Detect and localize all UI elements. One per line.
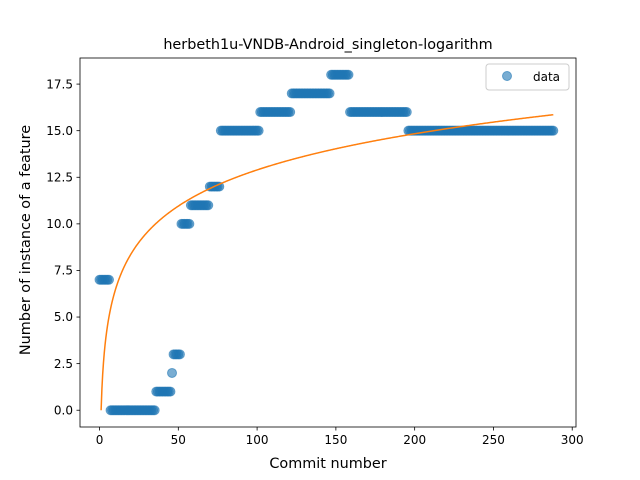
data-point xyxy=(185,219,194,228)
data-point xyxy=(168,368,177,377)
data-point xyxy=(549,126,558,135)
data-point xyxy=(286,108,295,117)
y-tick-label: 15.0 xyxy=(46,124,73,138)
x-tick-label: 200 xyxy=(403,433,426,447)
legend: data xyxy=(486,64,569,90)
data-point xyxy=(104,275,113,284)
y-tick-label: 0.0 xyxy=(54,403,73,417)
x-axis-label: Commit number xyxy=(269,456,386,472)
y-tick-label: 17.5 xyxy=(46,77,73,91)
data-point xyxy=(166,387,175,396)
x-tick-label: 250 xyxy=(482,433,505,447)
y-tick-label: 5.0 xyxy=(54,310,73,324)
x-tick-label: 0 xyxy=(96,433,104,447)
data-point xyxy=(325,89,334,98)
data-point xyxy=(204,201,213,210)
data-point xyxy=(150,406,159,415)
legend-label-data: data xyxy=(533,70,560,84)
x-tick-label: 300 xyxy=(561,433,584,447)
data-point xyxy=(402,108,411,117)
y-tick-label: 2.5 xyxy=(54,357,73,371)
x-tick-label: 50 xyxy=(171,433,186,447)
data-point xyxy=(175,350,184,359)
y-tick-label: 7.5 xyxy=(54,264,73,278)
chart-title: herbeth1u-VNDB-Android_singleton-logarit… xyxy=(163,37,492,53)
y-tick-label: 10.0 xyxy=(46,217,73,231)
y-tick-label: 12.5 xyxy=(46,170,73,184)
y-axis-label: Number of instance of a feature xyxy=(18,125,34,355)
x-tick-label: 150 xyxy=(324,433,347,447)
data-point xyxy=(254,126,263,135)
data-point xyxy=(344,70,353,79)
x-tick-label: 100 xyxy=(246,433,269,447)
legend-marker-data xyxy=(503,72,512,81)
